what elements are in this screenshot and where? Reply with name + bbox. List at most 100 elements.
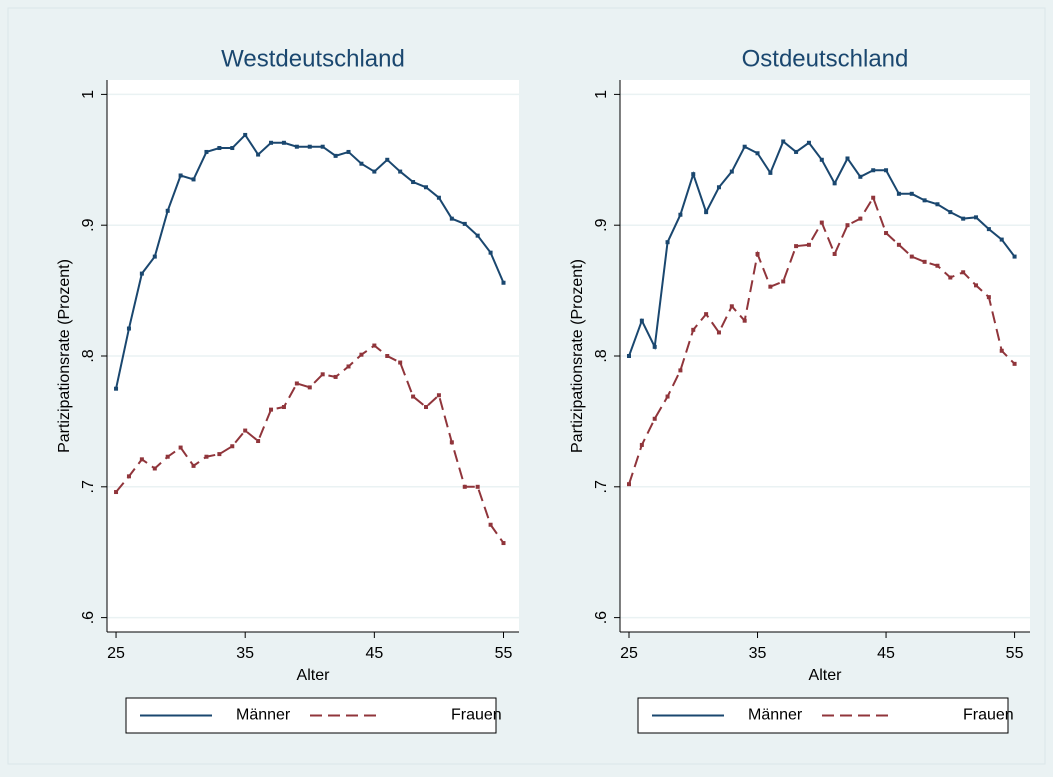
point-marker <box>230 146 235 151</box>
point-marker <box>909 254 914 259</box>
y-tick-label: 1 <box>80 90 97 99</box>
point-marker <box>794 149 799 154</box>
point-marker <box>999 237 1004 242</box>
y-axis-label: Partizipationsrate (Prozent) <box>569 259 586 453</box>
point-marker <box>845 156 850 161</box>
point-marker <box>935 263 940 268</box>
point-marker <box>475 233 480 238</box>
point-marker <box>501 280 506 285</box>
point-marker <box>152 254 157 259</box>
point-marker <box>294 144 299 149</box>
point-marker <box>884 231 889 236</box>
point-marker <box>832 181 837 186</box>
y-tick-label: 1 <box>593 90 610 99</box>
point-marker <box>742 144 747 149</box>
point-marker <box>372 343 377 348</box>
point-marker <box>678 368 683 373</box>
point-marker <box>385 157 390 162</box>
point-marker <box>639 318 644 323</box>
point-marker <box>871 168 876 173</box>
point-marker <box>755 251 760 256</box>
point-marker <box>398 360 403 365</box>
point-marker <box>948 275 953 280</box>
y-tick-label: .7 <box>80 480 97 493</box>
point-marker <box>909 191 914 196</box>
point-marker <box>243 132 248 137</box>
legend-label: Frauen <box>963 707 1014 724</box>
point-marker <box>204 149 209 154</box>
x-tick-label: 25 <box>620 645 638 662</box>
point-marker <box>691 172 696 177</box>
point-marker <box>781 139 786 144</box>
y-tick-label: .7 <box>593 480 610 493</box>
y-tick-label: .9 <box>593 218 610 231</box>
point-marker <box>346 149 351 154</box>
point-marker <box>449 440 454 445</box>
point-marker <box>256 439 261 444</box>
point-marker <box>139 457 144 462</box>
point-marker <box>462 221 467 226</box>
point-marker <box>333 153 338 158</box>
point-marker <box>974 283 979 288</box>
point-marker <box>204 454 209 459</box>
point-marker <box>922 259 927 264</box>
point-marker <box>307 385 312 390</box>
point-marker <box>729 304 734 309</box>
point-marker <box>165 208 170 213</box>
point-marker <box>665 394 670 399</box>
point-marker <box>436 195 441 200</box>
x-tick-label: 25 <box>107 645 125 662</box>
point-marker <box>922 198 927 203</box>
chart-title: Ostdeutschland <box>742 45 909 72</box>
point-marker <box>871 195 876 200</box>
point-marker <box>139 271 144 276</box>
point-marker <box>974 215 979 220</box>
y-tick-label: .6 <box>80 611 97 624</box>
point-marker <box>896 242 901 247</box>
legend-label: Frauen <box>451 707 502 724</box>
x-tick-label: 35 <box>236 645 254 662</box>
point-marker <box>230 444 235 449</box>
point-marker <box>948 210 953 215</box>
x-tick-label: 35 <box>749 645 767 662</box>
legend-label: Männer <box>236 707 291 724</box>
point-marker <box>126 326 131 331</box>
legend-label: Männer <box>748 707 803 724</box>
point-marker <box>488 522 493 527</box>
point-marker <box>691 327 696 332</box>
point-marker <box>346 364 351 369</box>
point-marker <box>424 185 429 190</box>
chart-title: Westdeutschland <box>221 45 405 72</box>
y-tick-label: .6 <box>593 611 610 624</box>
y-tick-label: .8 <box>80 349 97 362</box>
point-marker <box>269 140 274 145</box>
point-marker <box>935 202 940 207</box>
point-marker <box>961 216 966 221</box>
y-axis-label: Partizipationsrate (Prozent) <box>56 259 73 453</box>
point-marker <box>742 318 747 323</box>
point-marker <box>333 374 338 379</box>
point-marker <box>475 484 480 489</box>
point-marker <box>217 452 222 457</box>
point-marker <box>806 242 811 247</box>
point-marker <box>716 330 721 335</box>
point-marker <box>385 354 390 358</box>
point-marker <box>961 270 966 275</box>
y-tick-label: .8 <box>593 349 610 362</box>
point-marker <box>819 220 824 225</box>
point-marker <box>652 416 657 421</box>
point-marker <box>152 466 157 471</box>
point-marker <box>191 177 196 182</box>
point-marker <box>178 445 183 450</box>
point-marker <box>986 295 991 300</box>
x-axis-label: Alter <box>297 667 331 684</box>
point-marker <box>307 144 312 149</box>
point-marker <box>191 463 196 468</box>
point-marker <box>281 405 286 410</box>
point-marker <box>501 541 506 546</box>
point-marker <box>845 223 850 228</box>
point-marker <box>178 173 183 178</box>
point-marker <box>999 348 1004 353</box>
point-marker <box>436 393 441 398</box>
